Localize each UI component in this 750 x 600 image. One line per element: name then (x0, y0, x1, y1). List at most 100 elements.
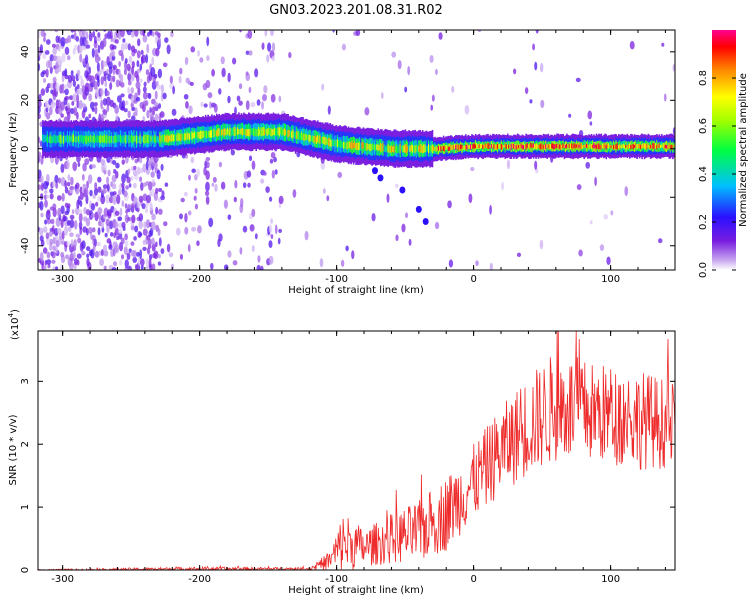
y-tick-label: 3 (20, 378, 31, 384)
spectrogram-ridge-cell (215, 130, 218, 137)
spectrogram-ridge-cell (42, 134, 44, 142)
spectrogram-cell (126, 176, 131, 184)
spectrogram-ridge-cell (100, 134, 102, 144)
spectrogram-ridge-cell (562, 143, 564, 149)
spectrogram-ridge-cell (109, 135, 112, 144)
spectrogram-cell (610, 210, 614, 216)
spectrogram-ridge-cell (515, 145, 518, 150)
spectrogram-cell (112, 159, 117, 165)
spectrogram-cell (166, 44, 171, 55)
spectrogram-cell (624, 186, 629, 197)
spectrogram-cell (87, 174, 93, 184)
spectrogram-cell (146, 194, 152, 204)
spectrogram-ridge-cell (665, 144, 668, 149)
spectrogram-cell (67, 35, 72, 44)
spectrogram-ridge-cell (590, 144, 593, 150)
spectrogram-cell (118, 68, 121, 79)
spectrogram-cell (218, 233, 223, 242)
spectrogram-cell (395, 234, 399, 242)
spectrogram-cell (106, 223, 110, 234)
spectrogram-cell (134, 225, 139, 233)
spectrogram-ridge-cell (421, 145, 424, 154)
spectrogram-cell (191, 226, 197, 232)
spectrogram-ridge-cell (524, 143, 526, 150)
spectrogram-ridge-cell (240, 128, 243, 135)
spectrogram-cell (142, 228, 148, 236)
spectrogram-cell (121, 100, 126, 110)
spectrogram-cell (137, 87, 141, 96)
spectrogram-cell (245, 100, 250, 111)
spectrogram-cell (103, 30, 107, 32)
spectrogram-cell (234, 106, 237, 116)
x-tick-label: 100 (601, 574, 620, 585)
spectrogram-ridge-cell (657, 143, 659, 148)
spectrogram-cell (166, 243, 171, 253)
spectrogram-ridge-cell (551, 143, 553, 149)
spectrogram-cell (61, 52, 66, 63)
spectrogram-ridge-cell (139, 134, 142, 144)
spectrogram-cell (44, 199, 48, 208)
colorbar-tick-label: 0.0 (698, 262, 709, 278)
spectrogram-ridge-cell (324, 136, 327, 146)
spectrogram-cell (94, 211, 99, 222)
spectrogram-cell (120, 53, 124, 62)
spectrogram-cell (585, 161, 591, 169)
spectrogram-cell (131, 60, 135, 69)
spectrogram-ridge-cell (251, 128, 254, 136)
spectrogram-cell (142, 34, 148, 43)
spectrogram-cell (599, 244, 605, 252)
spectrogram-cell (158, 103, 162, 109)
spectrogram-ridge-cell (379, 142, 382, 152)
spectrogram-ridge-cell (68, 135, 70, 144)
spectrogram-cell (46, 259, 52, 265)
spectrogram-ridge-cell (148, 134, 150, 144)
spectrogram-cell (143, 81, 147, 87)
spectrogram-cell (150, 66, 156, 77)
spectrogram-cell (132, 256, 138, 263)
spectrogram-cell (539, 239, 544, 250)
spectrogram-cell (131, 106, 136, 112)
spectrogram-cell (148, 159, 153, 167)
spectrogram-ridge-cell (580, 142, 583, 150)
spectrogram-cell (77, 75, 83, 80)
spectrogram-cell (429, 54, 434, 63)
spectrogram-ridge-cell (254, 127, 256, 137)
spectrogram-ridge-cell (448, 146, 451, 151)
spectrogram-cell (159, 111, 165, 118)
spectrogram-cell (45, 68, 49, 78)
spectrogram-ridge-cell (47, 134, 49, 144)
spectrogram-cell (60, 36, 66, 47)
spectrogram-cell (213, 103, 218, 113)
spectrogram-ridge-cell (90, 135, 92, 142)
spectrogram-cell (149, 107, 152, 114)
spectrogram-ridge-cell (554, 144, 557, 149)
spectrogram-cell (102, 61, 108, 67)
colorbar-tick-label: 0.4 (698, 166, 709, 182)
spectrogram-cell (270, 93, 276, 103)
spectrogram-cell (103, 265, 107, 270)
spectrogram-cell (60, 176, 66, 187)
spectrogram-ridge-cell (106, 134, 108, 144)
x-tick-label: -300 (51, 574, 74, 585)
spectrogram-ridge-cell (289, 131, 292, 138)
spectrogram-cell (149, 202, 153, 212)
spectrogram-ridge-cell (482, 144, 484, 150)
spectrogram-ridge-cell (177, 132, 180, 141)
spectrogram-cell (265, 186, 270, 193)
spectrogram-cell (138, 220, 143, 229)
spectrogram-cell (269, 196, 273, 202)
spectrogram-cell (69, 232, 74, 238)
spectrogram-cell (104, 80, 108, 88)
spectrogram-ridge-cell (624, 144, 626, 149)
spectrogram-cell (106, 104, 110, 112)
spectrogram-ridge-cell (197, 131, 200, 138)
spectrogram-cell (135, 74, 140, 83)
spectrogram-ridge-cell (340, 140, 343, 148)
spectrogram-ridge-cell (303, 134, 306, 141)
spectrogram-ridge-cell (286, 130, 288, 137)
spectrogram-ridge-cell (455, 144, 457, 151)
spectrogram-ridge-cell (606, 143, 609, 149)
spectrogram-ridge-cell (484, 143, 487, 148)
spectrogram-cell (179, 67, 183, 75)
spectrogram-cell (430, 104, 434, 111)
